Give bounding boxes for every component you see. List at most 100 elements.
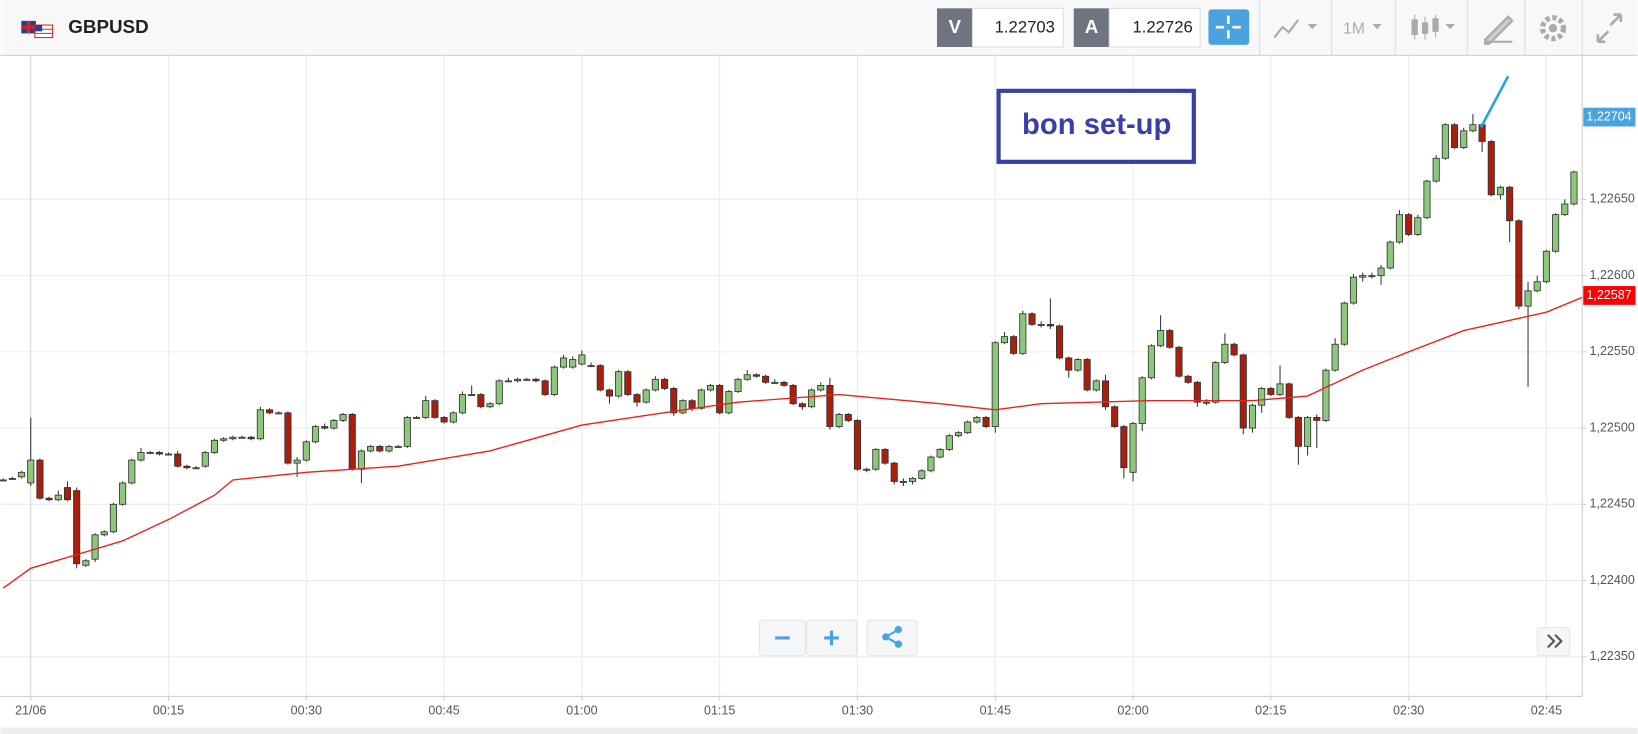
candle-body (1221, 343, 1229, 363)
candle-body (1322, 369, 1330, 421)
x-tick-label: 21/06 (15, 703, 46, 717)
candle-body (881, 449, 889, 464)
candle-body (1074, 359, 1082, 371)
x-tick-label: 00:30 (291, 703, 322, 717)
annotation-text: bon set-up (1022, 109, 1171, 141)
candle-body (642, 389, 650, 403)
candle-body (1294, 417, 1302, 447)
candle-body (27, 459, 35, 484)
candle-body (357, 450, 365, 470)
candle-body (890, 462, 898, 482)
candle-body (8, 477, 16, 480)
bid-box[interactable] (971, 7, 1064, 48)
price-tag-label: 1,22704 (1586, 109, 1631, 123)
candle-body (1460, 130, 1468, 148)
draw-button[interactable] (1484, 15, 1514, 45)
toolbar (0, 0, 1638, 56)
zoom-in-icon (824, 630, 839, 646)
candle-body (1313, 417, 1321, 421)
bid-value: 1.22703 (995, 18, 1055, 37)
share-button[interactable] (866, 619, 918, 657)
y-tick-label: 1,22550 (1590, 344, 1635, 358)
candle-body (798, 403, 806, 408)
settings-button[interactable] (1539, 15, 1567, 42)
candle-body (899, 481, 907, 483)
candle-body (514, 378, 522, 382)
candle-body (651, 378, 659, 391)
candle-type-button[interactable] (1411, 14, 1455, 40)
crosshair-button[interactable] (1208, 9, 1250, 45)
candle-body (155, 452, 163, 455)
candle-body (1423, 180, 1431, 219)
y-tick-label: 1,22350 (1590, 649, 1635, 663)
candle-body (1129, 423, 1137, 473)
ask-label: A (1085, 16, 1099, 37)
y-tick-label: 1,22500 (1590, 420, 1635, 434)
candle-body (311, 426, 320, 443)
scroll-end-icon (1547, 634, 1563, 649)
candle-body (725, 391, 733, 414)
candle-body (1019, 313, 1027, 354)
ask-box[interactable] (1108, 7, 1201, 48)
candle-body (1239, 354, 1247, 429)
candle-body (18, 471, 26, 478)
plot (0, 114, 1584, 589)
x-tick-label: 02:00 (1117, 703, 1148, 717)
candle-body (964, 421, 972, 434)
bottom-strip (0, 727, 1638, 734)
candle-body (385, 445, 393, 452)
candle-body (1552, 214, 1560, 252)
candle-body (1276, 383, 1284, 395)
candle-body (936, 449, 944, 458)
candle-body (624, 371, 632, 395)
candle-body (633, 394, 641, 403)
toolbar-separators (1259, 0, 1583, 56)
candle-body (789, 384, 797, 405)
candle-body (587, 365, 595, 368)
grid (0, 55, 1583, 697)
candle-body (210, 439, 219, 453)
candle-body (1175, 346, 1183, 377)
candle-body (1524, 290, 1532, 307)
candle-body (982, 417, 990, 427)
candle-body (1340, 302, 1348, 345)
bid-badge[interactable] (936, 8, 973, 47)
candle-body (523, 378, 531, 381)
candle-body (36, 459, 44, 499)
x-tick-label: 00:15 (153, 703, 184, 717)
candle-body (109, 503, 117, 533)
candle-body (63, 487, 72, 501)
candle-body (559, 357, 568, 368)
candle-body (0, 479, 7, 482)
candle-body (1147, 345, 1155, 379)
candle-body (1000, 336, 1008, 344)
y-tick-label: 1,22450 (1590, 497, 1635, 511)
candle-body (1083, 359, 1091, 391)
candle-body (918, 470, 926, 479)
candle-body (73, 490, 81, 565)
price-tag-label: 1,22587 (1586, 288, 1631, 302)
ask-badge[interactable] (1073, 8, 1110, 47)
candle-body (697, 389, 705, 409)
candle-body (771, 381, 779, 384)
candle-body (927, 456, 935, 472)
candle-body (266, 409, 274, 414)
candle-body (909, 477, 917, 482)
chart-type-button[interactable] (1273, 19, 1318, 39)
candle-body (1542, 250, 1550, 283)
candle-body (945, 435, 953, 450)
timeframe[interactable]: 1M (1343, 20, 1365, 37)
candle-body (449, 412, 457, 423)
y-tick-label: 1,22600 (1590, 268, 1635, 282)
fullscreen-button[interactable] (1596, 13, 1623, 44)
candle-body (192, 467, 200, 470)
annotation-arrow (1479, 75, 1510, 128)
zoom-controls (758, 619, 1571, 657)
candle-body (376, 445, 384, 452)
candle-body (284, 412, 292, 464)
candle-body (1469, 124, 1477, 132)
candle-body (412, 417, 421, 419)
candle-body (605, 389, 614, 397)
candle-body (1359, 275, 1367, 278)
candle-body (835, 413, 843, 427)
